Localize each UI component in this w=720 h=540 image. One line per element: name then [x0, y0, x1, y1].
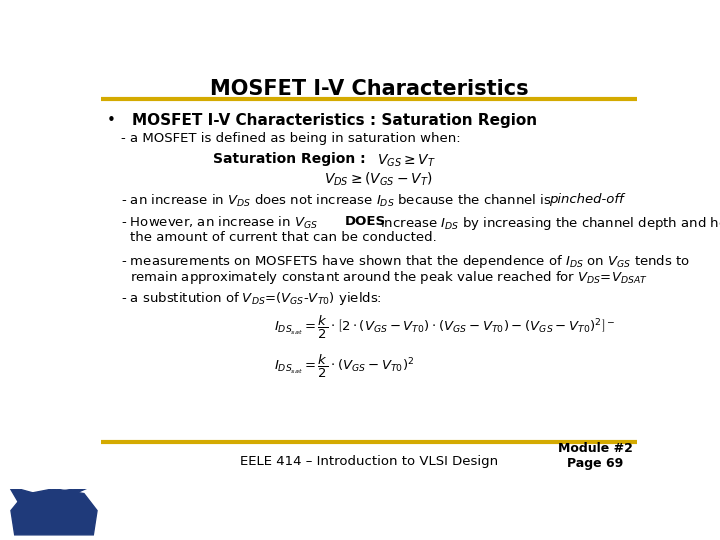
Polygon shape — [63, 486, 91, 495]
Text: Module #2
Page 69: Module #2 Page 69 — [557, 442, 632, 470]
Text: - measurements on MOSFETS have shown that the dependence of $I_{DS}$ on $V_{GS}$: - measurements on MOSFETS have shown tha… — [121, 253, 690, 270]
Text: DOES: DOES — [345, 215, 386, 228]
Text: Saturation Region :: Saturation Region : — [213, 152, 375, 166]
Text: remain approximately constant around the peak value reached for $V_{DS}$=$V_{DSA: remain approximately constant around the… — [130, 268, 648, 286]
Text: MOSFET I-V Characteristics : Saturation Region: MOSFET I-V Characteristics : Saturation … — [132, 113, 537, 127]
Polygon shape — [11, 489, 97, 535]
Text: the amount of current that can be conducted.: the amount of current that can be conduc… — [130, 231, 437, 244]
Text: $V_{DS} \geq (V_{GS} - V_T)$: $V_{DS} \geq (V_{GS} - V_T)$ — [324, 171, 433, 188]
Text: - an increase in $V_{DS}$ does not increase $I_{DS}$ because the channel is: - an increase in $V_{DS}$ does not incre… — [121, 193, 552, 209]
Text: increase $I_{DS}$ by increasing the channel depth and hence: increase $I_{DS}$ by increasing the chan… — [377, 215, 720, 232]
Text: - a substitution of $V_{DS}$=($V_{GS}$-$V_{T0}$) yields:: - a substitution of $V_{DS}$=($V_{GS}$-$… — [121, 290, 382, 307]
Text: EELE 414 – Introduction to VLSI Design: EELE 414 – Introduction to VLSI Design — [240, 455, 498, 468]
Text: $I_{DS_{sat}} = \dfrac{k}{2} \cdot (V_{GS} - V_{T0})^2$: $I_{DS_{sat}} = \dfrac{k}{2} \cdot (V_{G… — [274, 353, 415, 380]
Text: MOSFET I-V Characteristics: MOSFET I-V Characteristics — [210, 79, 528, 99]
Text: - However, an increase in $V_{GS}$: - However, an increase in $V_{GS}$ — [121, 215, 318, 232]
Text: $V_{GS} \geq V_T$: $V_{GS} \geq V_T$ — [377, 152, 436, 168]
Text: - a MOSFET is defined as being in saturation when:: - a MOSFET is defined as being in satura… — [121, 132, 460, 145]
Polygon shape — [9, 486, 35, 502]
Text: •: • — [107, 113, 116, 127]
Text: $I_{DS_{sat}} = \dfrac{k}{2} \cdot \left[2 \cdot (V_{GS}-V_{T0}) \cdot (V_{GS}-V: $I_{DS_{sat}} = \dfrac{k}{2} \cdot \left… — [274, 314, 616, 341]
Text: pinched-off: pinched-off — [549, 193, 624, 206]
